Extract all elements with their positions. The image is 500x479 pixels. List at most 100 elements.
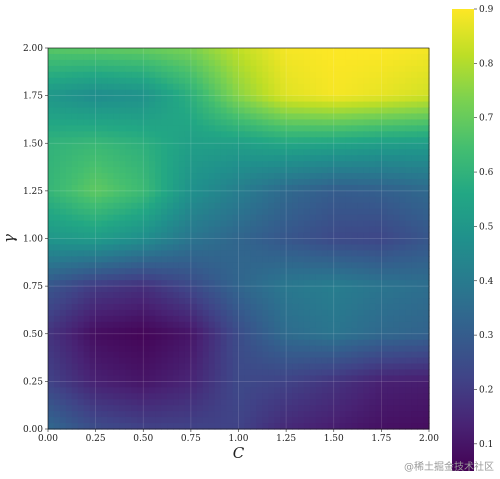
heatmap-cell xyxy=(173,143,180,150)
heatmap-cell xyxy=(107,149,115,156)
heatmap-cell xyxy=(89,214,97,222)
heatmap-cell xyxy=(178,399,186,406)
heatmap-cell xyxy=(363,184,371,192)
heatmap-cell xyxy=(417,190,424,198)
heatmap-cell xyxy=(280,327,287,335)
heatmap-cell xyxy=(71,369,79,377)
heatmap-cell xyxy=(274,268,281,275)
heatmap-cell xyxy=(351,59,359,67)
heatmap-cell xyxy=(351,411,359,418)
heatmap-cell xyxy=(184,113,192,121)
heatmap-cell xyxy=(196,256,204,263)
heatmap-cell xyxy=(262,71,269,79)
heatmap-cell xyxy=(149,292,156,299)
heatmap-cell xyxy=(381,303,388,311)
heatmap-cell xyxy=(405,71,412,79)
heatmap-cell xyxy=(83,309,91,317)
heatmap-cell xyxy=(131,268,138,275)
heatmap-cell xyxy=(178,65,186,73)
heatmap-cell xyxy=(244,119,251,126)
heatmap-cell xyxy=(298,131,305,138)
heatmap-cell xyxy=(107,393,115,400)
heatmap-cell xyxy=(321,268,329,275)
heatmap-cell xyxy=(101,357,109,365)
heatmap-cell xyxy=(226,351,234,359)
heatmap-cell xyxy=(357,48,365,55)
heatmap-cell xyxy=(143,89,150,97)
heatmap-cell xyxy=(411,417,418,424)
heatmap-cell xyxy=(333,411,341,418)
heatmap-cell xyxy=(357,387,365,394)
heatmap-cell xyxy=(161,220,168,228)
heatmap-cell xyxy=(119,381,126,388)
heatmap-cell xyxy=(256,53,263,61)
heatmap-cell xyxy=(214,59,222,67)
heatmap-cell xyxy=(423,268,430,275)
heatmap-cell xyxy=(125,137,132,144)
heatmap-cell xyxy=(321,411,329,418)
heatmap-cell xyxy=(131,262,138,269)
heatmap-cell xyxy=(250,155,257,162)
heatmap-cell xyxy=(315,411,323,418)
heatmap-cell xyxy=(315,113,323,121)
y-tick-label: 2.00 xyxy=(23,44,43,54)
heatmap-cell xyxy=(381,53,388,61)
heatmap-cell xyxy=(381,95,388,103)
heatmap-cell xyxy=(256,137,263,144)
heatmap-cell xyxy=(167,357,174,365)
heatmap-cell xyxy=(173,125,180,132)
heatmap-cell xyxy=(405,89,412,97)
heatmap-cell xyxy=(202,53,210,61)
heatmap-cell xyxy=(77,208,85,216)
heatmap-cell xyxy=(83,131,91,138)
heatmap-cell xyxy=(48,256,55,263)
heatmap-cell xyxy=(137,184,144,192)
heatmap-cell xyxy=(71,48,79,55)
heatmap-cell xyxy=(83,232,91,240)
heatmap-cell xyxy=(357,143,365,150)
heatmap-cell xyxy=(303,113,311,121)
heatmap-cell xyxy=(208,298,216,305)
heatmap-cell xyxy=(101,143,109,150)
heatmap-cell xyxy=(208,238,216,246)
heatmap-cell xyxy=(59,393,67,400)
heatmap-cell xyxy=(125,173,132,180)
heatmap-cell xyxy=(226,184,234,192)
heatmap-cell xyxy=(363,101,371,109)
heatmap-cell xyxy=(256,155,263,162)
heatmap-cell xyxy=(280,315,287,323)
heatmap-cell xyxy=(232,321,240,329)
heatmap-cell xyxy=(274,393,281,400)
heatmap-cell xyxy=(250,149,257,156)
heatmap-cell xyxy=(280,190,287,198)
heatmap-cell xyxy=(417,423,424,430)
heatmap-cell xyxy=(303,59,311,67)
heatmap-cell xyxy=(411,137,418,144)
heatmap-cell xyxy=(411,256,418,263)
y-tick-label: 0.50 xyxy=(23,330,43,340)
heatmap-cell xyxy=(119,155,126,162)
heatmap-cell xyxy=(399,345,406,353)
heatmap-cell xyxy=(149,113,156,121)
heatmap-cell xyxy=(143,351,150,359)
heatmap-cell xyxy=(339,417,347,424)
heatmap-cell xyxy=(327,393,335,400)
heatmap-cell xyxy=(393,292,400,299)
heatmap-cell xyxy=(89,339,97,347)
heatmap-cell xyxy=(321,327,329,335)
heatmap-cell xyxy=(321,351,329,359)
heatmap-cell xyxy=(375,167,382,174)
heatmap-cell xyxy=(214,286,222,293)
heatmap-cell xyxy=(298,184,305,192)
heatmap-cell xyxy=(77,238,85,246)
heatmap-cell xyxy=(83,119,91,126)
heatmap-cell xyxy=(417,226,424,234)
heatmap-cell xyxy=(59,286,67,293)
heatmap-cell xyxy=(214,232,222,240)
heatmap-cell xyxy=(232,101,240,109)
heatmap-cell xyxy=(363,274,371,281)
heatmap-cell xyxy=(190,202,198,210)
heatmap-cell xyxy=(53,65,61,73)
heatmap-cell xyxy=(399,95,406,103)
heatmap-cell xyxy=(315,387,323,394)
